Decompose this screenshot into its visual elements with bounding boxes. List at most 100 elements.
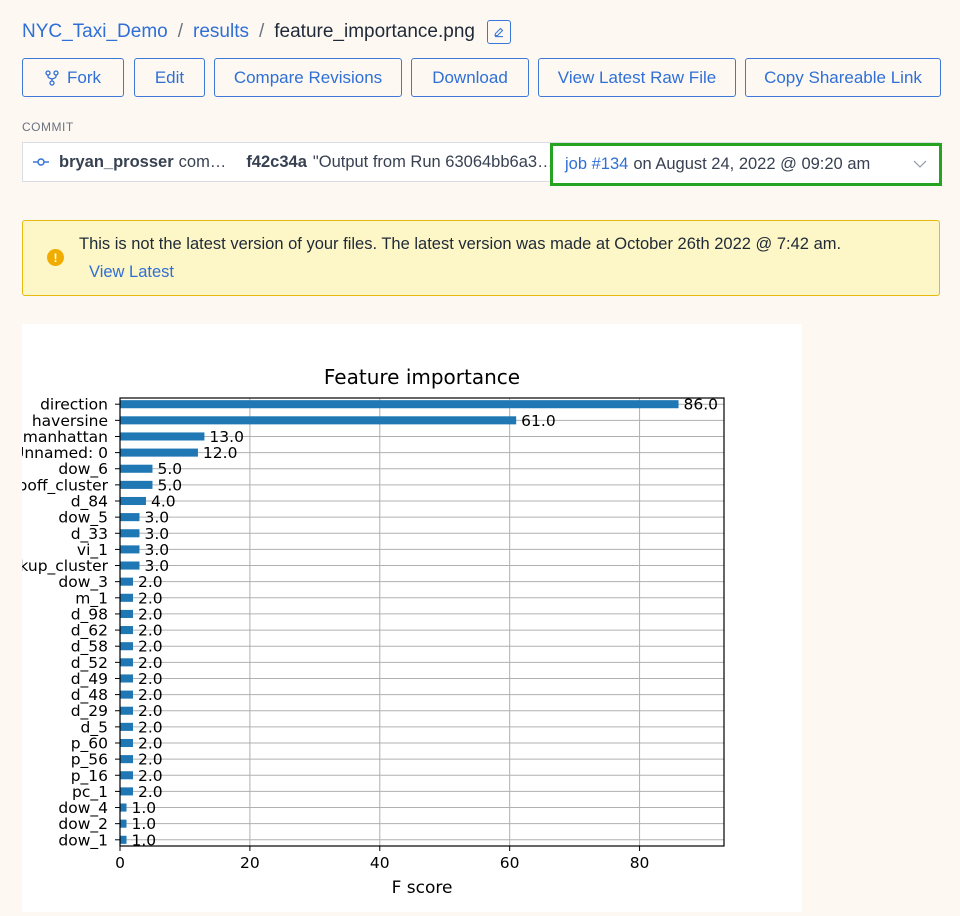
download-button[interactable]: Download	[411, 58, 529, 97]
value-label: 2.0	[138, 735, 163, 753]
value-label: 2.0	[138, 751, 163, 769]
bar	[120, 674, 133, 683]
feature-importance-chart: direction 86.0 haversine 61.0 manhattan 13.0 U…	[22, 365, 725, 898]
warning-icon: !	[47, 249, 64, 266]
value-label: 13.0	[209, 428, 244, 446]
copy-shareable-link-button[interactable]: Copy Shareable Link	[745, 58, 941, 97]
category-label: direction	[40, 396, 108, 414]
bar	[120, 803, 127, 812]
bar	[120, 400, 679, 409]
view-latest-raw-file-label: View Latest Raw File	[557, 67, 717, 87]
bar	[120, 771, 133, 780]
bar	[120, 432, 205, 441]
value-label: 3.0	[144, 509, 169, 527]
bar	[120, 480, 153, 489]
commit-hash: f42c34a	[246, 152, 307, 171]
bar	[120, 626, 133, 635]
x-tick-label: 80	[630, 854, 650, 872]
category-label: d_48	[71, 686, 108, 705]
value-label: 2.0	[138, 605, 163, 623]
value-label: 2.0	[138, 573, 163, 591]
edit-button[interactable]: Edit	[134, 58, 205, 97]
commit-message: "Output from Run 63064bb6a3e…	[312, 152, 559, 171]
job-link[interactable]: job #134	[565, 155, 629, 173]
value-label: 2.0	[138, 686, 163, 704]
value-label: 3.0	[144, 525, 169, 543]
image-preview: direction 86.0 haversine 61.0 manhattan 13.0 U…	[22, 324, 802, 912]
bar	[120, 609, 133, 618]
value-label: 2.0	[138, 767, 163, 785]
fork-button[interactable]: Fork	[22, 58, 124, 97]
compare-revisions-button[interactable]: Compare Revisions	[214, 58, 402, 97]
outdated-version-alert: ! This is not the latest version of your…	[22, 220, 940, 296]
value-label: 86.0	[684, 396, 719, 414]
bar	[120, 448, 198, 457]
x-tick-label: 0	[115, 854, 125, 872]
category-label: dow_4	[58, 799, 108, 818]
bar	[120, 722, 133, 731]
bar	[120, 658, 133, 667]
category-label: p_56	[71, 751, 108, 770]
category-label: dow_6	[58, 460, 108, 479]
download-label: Download	[432, 67, 508, 87]
job-date: on August 24, 2022 @ 09:20 am	[633, 155, 871, 173]
value-label: 1.0	[131, 799, 156, 817]
category-label: pickup_cluster	[22, 557, 109, 576]
value-label: 5.0	[157, 460, 182, 478]
bar	[120, 738, 133, 748]
category-label: d_84	[71, 493, 108, 512]
value-label: 2.0	[138, 783, 163, 801]
bar	[120, 593, 133, 602]
bar	[120, 464, 153, 473]
category-label: dow_5	[58, 509, 108, 528]
value-label: 2.0	[138, 638, 163, 656]
category-label: p_16	[71, 767, 108, 786]
x-axis-label: F score	[392, 878, 453, 898]
chevron-down-icon[interactable]	[913, 158, 927, 170]
category-label: dropoff_cluster	[22, 476, 109, 495]
breadcrumb: NYC_Taxi_Demo / results / feature_import…	[22, 18, 511, 46]
bar	[120, 835, 127, 844]
bar	[120, 496, 146, 506]
value-label: 2.0	[138, 702, 163, 720]
value-label: 1.0	[131, 831, 156, 849]
commit-author: bryan_prosser	[59, 152, 174, 171]
commit-icon	[33, 154, 49, 170]
job-highlight[interactable]: job #134 on August 24, 2022 @ 09:20 am	[550, 143, 942, 186]
view-latest-raw-file-button[interactable]: View Latest Raw File	[538, 58, 736, 97]
commit-verb: com…	[178, 152, 227, 171]
bar	[120, 529, 140, 538]
category-label: d_58	[71, 638, 108, 657]
category-label: Unnamed: 0	[22, 444, 108, 462]
chart-title: Feature importance	[324, 365, 520, 389]
category-label: p_60	[71, 735, 108, 754]
x-tick-label: 40	[370, 854, 390, 872]
bar	[120, 561, 140, 570]
bar	[120, 513, 140, 522]
value-label: 5.0	[157, 476, 182, 494]
fork-label: Fork	[67, 67, 101, 87]
category-label: d_49	[71, 670, 108, 689]
category-label: d_98	[71, 605, 108, 624]
bar	[120, 819, 127, 828]
fork-icon	[45, 69, 59, 86]
pencil-icon	[494, 27, 504, 38]
category-label: vi_1	[77, 541, 108, 560]
breadcrumb-folder-link[interactable]: results	[193, 21, 249, 42]
category-label: d_29	[71, 702, 108, 721]
value-label: 2.0	[138, 622, 163, 640]
value-label: 3.0	[144, 541, 169, 559]
category-label: d_52	[71, 654, 108, 673]
category-label: d_5	[81, 718, 108, 737]
edit-label: Edit	[154, 67, 185, 87]
breadcrumb-project-link[interactable]: NYC_Taxi_Demo	[22, 21, 168, 42]
bar	[120, 706, 133, 715]
category-label: pc_1	[72, 783, 108, 802]
rename-file-button[interactable]	[486, 20, 511, 44]
view-latest-link[interactable]: View Latest	[89, 263, 174, 281]
breadcrumb-separator: /	[177, 21, 184, 42]
category-label: m_1	[75, 589, 108, 608]
category-label: dow_1	[58, 831, 108, 850]
commit-section-label: COMMIT	[22, 120, 74, 134]
breadcrumb-separator: /	[258, 21, 265, 42]
